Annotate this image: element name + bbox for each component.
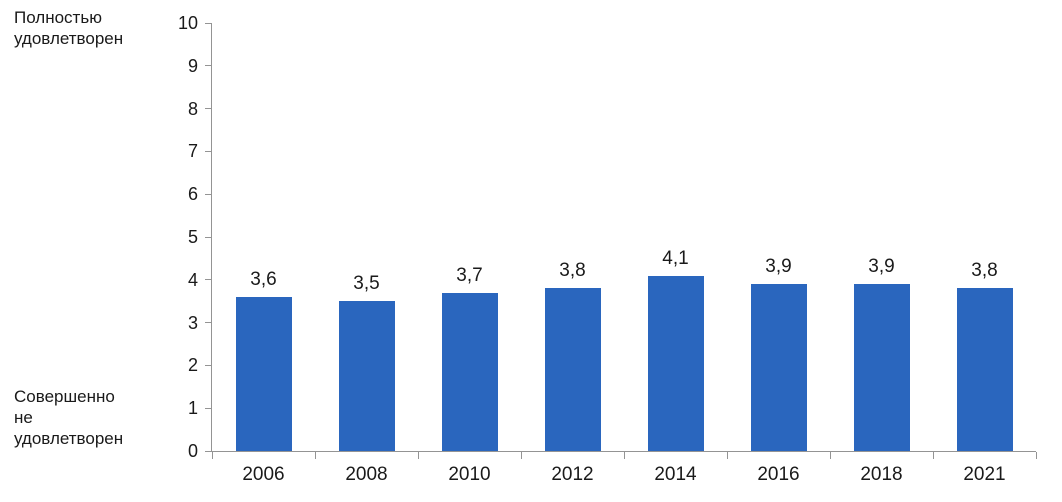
x-axis-tick	[829, 452, 831, 459]
x-axis-category-2010: 2010	[448, 464, 491, 485]
x-axis-category-2006: 2006	[242, 464, 285, 485]
bar-value-label-2014: 4,1	[662, 247, 689, 269]
y-axis-tick-label: 1	[187, 398, 198, 419]
y-axis-tick	[205, 364, 211, 366]
x-axis-category-2016: 2016	[757, 464, 800, 485]
bar-value-label-2008: 3,5	[353, 273, 380, 295]
y-axis-tick	[205, 322, 211, 324]
x-axis-category-2008: 2008	[345, 464, 388, 485]
y-axis-tick-label: 5	[187, 227, 198, 247]
bar-2021	[956, 288, 1013, 451]
x-axis-tick	[932, 452, 934, 459]
y-axis-tick	[205, 108, 211, 110]
x-axis-category-2012: 2012	[551, 464, 594, 485]
x-axis-tick	[211, 452, 213, 459]
bar-2008	[338, 301, 395, 451]
x-axis-tick	[417, 452, 419, 459]
x-axis-tick	[623, 452, 625, 459]
y-axis-label-bottom: Совершенно не удовлетворен	[14, 387, 124, 448]
bar-value-label-2016: 3,9	[765, 256, 792, 278]
x-axis-tick	[726, 452, 728, 459]
y-axis-tick-label: 2	[187, 355, 198, 376]
plot-area: 0 1 2 3 4 5 6 7 8 9 10 3,6 2006 3,5 2008 3,7 2010 3,8 2012…	[178, 14, 1037, 485]
bar-2014	[647, 275, 704, 451]
bar-2012	[544, 288, 601, 451]
y-axis-tick	[205, 22, 211, 24]
x-axis-tick	[1035, 452, 1037, 459]
y-axis-tick-label: 6	[187, 184, 198, 205]
y-axis-tick	[205, 65, 211, 67]
x-axis-category-2014: 2014	[654, 464, 697, 485]
y-axis-tick-label: 8	[187, 98, 198, 119]
y-axis-label-top: Полностью удовлетворен	[14, 8, 124, 48]
bar-value-label-2021: 3,8	[971, 260, 998, 282]
y-axis-tick-label: 10	[177, 13, 198, 33]
x-axis-tick	[520, 452, 522, 459]
y-axis-tick	[205, 150, 211, 152]
y-axis-tick-label: 9	[187, 55, 198, 76]
bar-value-label-2010: 3,7	[456, 264, 483, 286]
bar-value-label-2012: 3,8	[559, 260, 586, 282]
y-axis-tick	[205, 407, 211, 409]
y-axis-tick-label: 0	[187, 441, 198, 461]
bar-2006	[235, 296, 292, 451]
bar-value-label-2006: 3,6	[250, 268, 277, 290]
y-axis-tick	[205, 236, 211, 238]
x-axis-tick	[314, 452, 316, 459]
bar-2010	[441, 292, 498, 451]
bar-value-label-2018: 3,9	[868, 256, 895, 278]
y-axis-tick	[205, 450, 211, 452]
bar-2018	[853, 284, 910, 451]
y-axis-tick-label: 4	[187, 269, 198, 290]
y-axis-tick-label: 3	[187, 312, 198, 333]
y-axis-tick	[205, 193, 211, 195]
y-axis-tick-label: 7	[187, 141, 198, 162]
y-axis-tick	[205, 279, 211, 281]
bar-2016	[750, 284, 807, 451]
x-axis-category-2021: 2021	[963, 464, 1006, 485]
x-axis-category-2018: 2018	[860, 464, 903, 485]
